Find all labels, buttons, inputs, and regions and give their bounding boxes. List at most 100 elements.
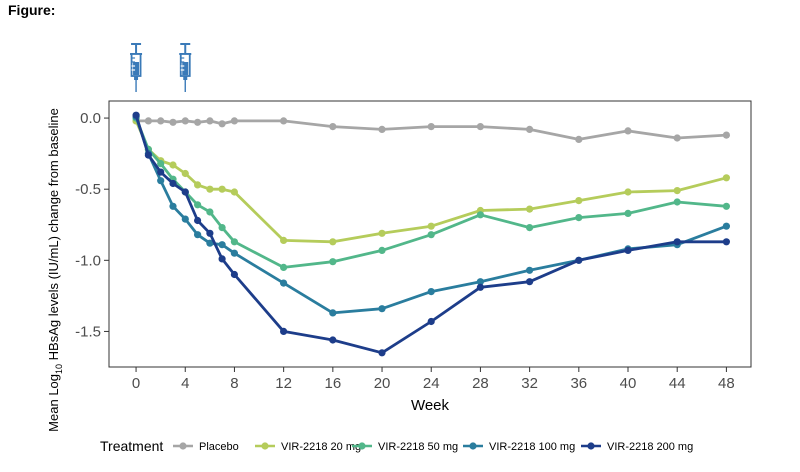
data-point	[476, 123, 484, 131]
data-point	[280, 236, 288, 244]
data-point	[575, 256, 583, 264]
data-point	[206, 208, 214, 216]
syringe-icon	[178, 43, 193, 93]
y-tick-label: 0.0	[80, 110, 101, 127]
data-point	[230, 188, 238, 196]
data-point	[206, 229, 214, 237]
data-point	[378, 125, 386, 133]
data-point	[329, 238, 337, 246]
data-point	[218, 120, 226, 128]
data-point	[181, 215, 189, 223]
data-point	[157, 168, 165, 176]
data-point	[218, 241, 226, 249]
data-point	[169, 161, 177, 169]
x-tick-label: 24	[423, 375, 440, 392]
data-point	[427, 222, 435, 230]
x-tick-label: 8	[230, 375, 238, 392]
data-point	[157, 160, 165, 168]
legend-swatch-point	[261, 442, 269, 450]
data-point	[378, 305, 386, 313]
data-point	[206, 239, 214, 247]
data-point	[194, 231, 202, 239]
data-point	[280, 327, 288, 335]
x-tick-label: 32	[521, 375, 538, 392]
y-axis-title: Mean Log10 HBsAg levels (IU/mL) change f…	[46, 108, 64, 432]
y-axis-title-part-2: HBsAg levels (IU/mL) change from baselin…	[46, 108, 61, 364]
data-point	[181, 169, 189, 178]
data-point	[157, 177, 165, 185]
data-point	[194, 201, 202, 209]
legend-item: VIR-2218 200 mg	[581, 441, 693, 453]
legend-item: VIR-2218 20 mg	[255, 441, 361, 453]
data-point	[673, 187, 681, 195]
data-point	[427, 317, 435, 326]
x-tick-label: 36	[570, 375, 587, 392]
data-point	[575, 214, 583, 222]
x-tick-label: 4	[181, 375, 189, 392]
data-point	[526, 224, 534, 232]
series-3	[132, 114, 731, 271]
data-point	[230, 249, 238, 257]
data-point	[526, 266, 534, 274]
data-point	[526, 205, 534, 213]
legend-swatch-point	[358, 442, 366, 450]
y-axis: 0.0 -0.5 -1.0 -1.5	[75, 110, 109, 340]
legend-title: Treatment	[100, 438, 163, 454]
data-point	[144, 151, 152, 159]
y-axis-title-part-1: Mean Log	[46, 374, 61, 432]
data-point	[673, 238, 681, 246]
legend-label: VIR-2218 100 mg	[489, 441, 575, 453]
data-point	[280, 279, 288, 287]
data-point	[329, 258, 337, 266]
data-point	[230, 238, 238, 246]
legend-swatch-point	[587, 442, 595, 450]
data-point	[476, 283, 484, 291]
data-point	[230, 270, 238, 279]
data-point	[575, 197, 583, 205]
data-point	[194, 181, 202, 189]
data-point	[673, 198, 681, 206]
data-point	[526, 278, 534, 286]
x-axis: 0 4 8 12 16 20 24 28 32 36 40 44 48	[132, 367, 735, 392]
data-point	[169, 179, 177, 188]
legend-label: VIR-2218 200 mg	[607, 441, 693, 453]
data-point	[194, 118, 202, 126]
y-tick-label: -1.5	[75, 323, 101, 340]
data-point	[144, 117, 152, 125]
data-point	[476, 278, 484, 286]
data-point	[378, 229, 386, 237]
x-axis-title: Week	[411, 397, 450, 414]
series-5	[132, 111, 731, 357]
legend-label: Placebo	[199, 441, 239, 453]
data-point	[378, 246, 386, 254]
data-point	[218, 255, 226, 263]
data-point	[722, 174, 731, 182]
data-point	[624, 209, 632, 217]
y-tick-label: -1.0	[75, 252, 101, 269]
data-point	[280, 263, 288, 271]
x-tick-label: 0	[132, 375, 140, 392]
legend-item: VIR-2218 50 mg	[352, 441, 458, 453]
legend: Treatment Placebo VIR-2218 20 mg VIR-2218 …	[100, 438, 693, 454]
dose-markers	[129, 43, 193, 93]
data-point	[575, 135, 583, 143]
figure-label: Figure:	[8, 2, 56, 18]
data-point	[157, 117, 165, 125]
data-point	[427, 288, 435, 296]
data-point	[329, 123, 337, 131]
data-point	[624, 127, 632, 135]
data-point	[329, 309, 337, 317]
legend-item: VIR-2218 100 mg	[463, 441, 575, 453]
x-tick-label: 44	[669, 375, 686, 392]
x-tick-label: 48	[718, 375, 735, 392]
data-point	[169, 202, 177, 210]
x-tick-label: 28	[472, 375, 489, 392]
data-point	[673, 134, 681, 142]
data-point	[169, 118, 177, 126]
x-tick-label: 20	[374, 375, 391, 392]
x-tick-label: 12	[275, 375, 292, 392]
legend-label: VIR-2218 50 mg	[378, 441, 458, 453]
data-point	[206, 117, 214, 125]
data-point	[378, 349, 386, 357]
data-point	[624, 246, 632, 254]
